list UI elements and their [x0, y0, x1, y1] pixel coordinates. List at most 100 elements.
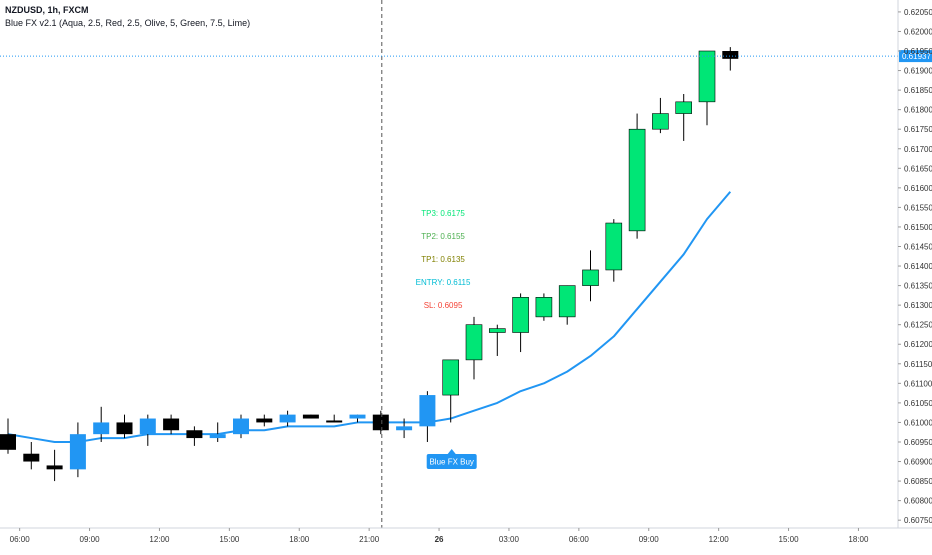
x-tick-label: 06:00 — [10, 535, 31, 544]
candle-body — [488, 328, 506, 333]
candle[interactable] — [163, 414, 180, 435]
candle[interactable] — [512, 293, 529, 353]
candle-body — [302, 414, 319, 419]
x-tick-label: 18:00 — [848, 535, 869, 544]
candle-body — [116, 422, 133, 435]
candle-body — [23, 453, 40, 462]
x-tick-label: 09:00 — [80, 535, 101, 544]
current-price-tag — [899, 50, 932, 63]
y-tick-label: 0.61800 — [904, 106, 932, 115]
candle[interactable] — [396, 418, 413, 439]
candle[interactable] — [349, 414, 366, 423]
candle-body — [233, 418, 249, 435]
signal-badge[interactable] — [426, 454, 477, 469]
annotations-layer: TP3: 0.6175 TP2: 0.6155 TP1: 0.6135 ENTRY: … — [416, 209, 477, 469]
y-tick-label: 0.61550 — [904, 203, 932, 212]
candle[interactable] — [233, 414, 249, 439]
candle-body — [0, 434, 16, 450]
candle-body — [512, 297, 529, 333]
candle-body — [93, 422, 110, 435]
candle[interactable] — [465, 316, 483, 380]
candle[interactable] — [256, 414, 273, 427]
x-tick-label: 15:00 — [219, 535, 240, 544]
candle[interactable] — [279, 410, 296, 427]
candle-body — [326, 420, 343, 423]
y-tick-label: 0.61250 — [904, 321, 932, 330]
candle-body — [582, 269, 599, 286]
candle[interactable] — [535, 293, 553, 321]
y-tick-label: 0.61400 — [904, 262, 932, 271]
indicator-label[interactable]: Blue FX v2.1 (Aqua, 2.5, Red, 2.5, Olive… — [5, 18, 251, 28]
x-tick-label: 12:00 — [709, 535, 730, 544]
x-tick-label: 15:00 — [779, 535, 800, 544]
candle[interactable] — [326, 414, 343, 423]
candle[interactable] — [652, 97, 669, 134]
candle[interactable] — [605, 219, 623, 282]
moving-average-layer — [7, 191, 732, 443]
candle[interactable] — [372, 410, 389, 435]
candle[interactable] — [116, 414, 133, 439]
y-tick-label: 0.60800 — [904, 497, 932, 506]
candle-body — [698, 50, 716, 103]
y-tick-label: 0.60850 — [904, 477, 932, 486]
candle[interactable] — [722, 47, 739, 71]
y-tick-label: 0.61350 — [904, 282, 932, 291]
candle-body — [465, 324, 483, 361]
y-tick-label: 0.61100 — [904, 379, 932, 388]
candle-body — [722, 51, 739, 59]
candle[interactable] — [419, 391, 436, 442]
candle-body — [46, 465, 63, 470]
y-tick-label: 0.62050 — [904, 8, 932, 17]
y-tick-label: 0.61750 — [904, 125, 932, 134]
signal-arrow — [447, 449, 456, 454]
candle-body — [372, 414, 389, 431]
candle-body — [675, 101, 693, 114]
symbol-label[interactable]: NZDUSD, 1h, FXCM — [5, 5, 89, 15]
candle-body — [163, 418, 180, 431]
candle[interactable] — [628, 113, 646, 239]
candle[interactable] — [23, 441, 40, 470]
candle[interactable] — [69, 422, 86, 478]
y-tick-label: 0.61000 — [904, 418, 932, 427]
candle[interactable] — [698, 50, 716, 126]
candle-body — [279, 414, 296, 423]
candle-body — [442, 359, 460, 396]
candle[interactable] — [93, 406, 110, 442]
candle-body — [349, 414, 366, 419]
candle[interactable] — [675, 94, 693, 141]
candle[interactable] — [442, 359, 460, 423]
y-tick-label: 0.61700 — [904, 145, 932, 154]
y-tick-label: 0.61050 — [904, 399, 932, 408]
candle[interactable] — [139, 414, 156, 446]
x-tick-label: 03:00 — [499, 535, 520, 544]
y-tick-label: 0.60750 — [904, 516, 932, 525]
candle-body — [558, 285, 576, 318]
candle[interactable] — [488, 324, 506, 356]
candle[interactable] — [302, 414, 319, 419]
candle[interactable] — [0, 418, 16, 454]
candle-body — [419, 395, 436, 427]
candle[interactable] — [186, 426, 203, 446]
candle[interactable] — [46, 449, 63, 482]
candle[interactable] — [209, 422, 226, 442]
candle-body — [605, 222, 623, 271]
x-tick-label: 26 — [435, 535, 444, 544]
candle-body — [535, 297, 553, 318]
chart-legend: NZDUSD, 1h, FXCM Blue FX v2.1 (Aqua, 2.5… — [5, 4, 250, 30]
y-tick-label: 0.61200 — [904, 340, 932, 349]
y-tick-label: 0.61300 — [904, 301, 932, 310]
x-tick-label: 18:00 — [289, 535, 310, 544]
y-tick-label: 0.61900 — [904, 67, 932, 76]
candle-body — [186, 430, 203, 439]
y-tick-label: 0.61850 — [904, 86, 932, 95]
candle-body — [396, 426, 413, 431]
moving-average-line — [7, 191, 732, 443]
candle[interactable] — [558, 285, 576, 325]
current-price-text: 0.61937 — [902, 52, 931, 61]
candle[interactable] — [582, 250, 599, 302]
candle-body — [628, 128, 646, 232]
level-annotation: TP3: 0.6175 — [421, 209, 465, 218]
